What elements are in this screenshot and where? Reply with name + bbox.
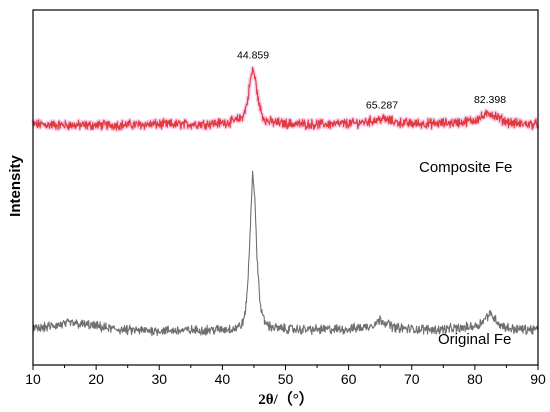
series-label-original: Original Fe bbox=[438, 331, 511, 348]
x-tick-label-10: 10 bbox=[25, 371, 41, 387]
x-tick-label-40: 40 bbox=[215, 371, 231, 387]
plot-area bbox=[31, 65, 540, 337]
x-tick-label-20: 20 bbox=[88, 371, 104, 387]
x-tick-label-50: 50 bbox=[278, 371, 294, 387]
y-axis-title: Intensity bbox=[7, 155, 24, 217]
x-tick-label-90: 90 bbox=[530, 371, 546, 387]
x-axis: 10 20 30 40 50 60 70 80 90 bbox=[25, 365, 546, 387]
series-label-composite: Composite Fe bbox=[419, 159, 512, 176]
series-line-composite-fe bbox=[32, 67, 539, 131]
peak-label-44: 44.859 bbox=[237, 50, 269, 62]
x-tick-label-60: 60 bbox=[341, 371, 357, 387]
x-tick-label-80: 80 bbox=[467, 371, 483, 387]
series-line-original-fe bbox=[32, 170, 539, 337]
x-axis-title: 2θ/（°） bbox=[258, 390, 314, 408]
x-tick-label-70: 70 bbox=[404, 371, 420, 387]
plot-frame bbox=[32, 9, 539, 366]
x-tick-label-30: 30 bbox=[151, 371, 167, 387]
peak-label-65: 65.287 bbox=[366, 100, 398, 112]
peak-label-82: 82.398 bbox=[474, 94, 506, 106]
